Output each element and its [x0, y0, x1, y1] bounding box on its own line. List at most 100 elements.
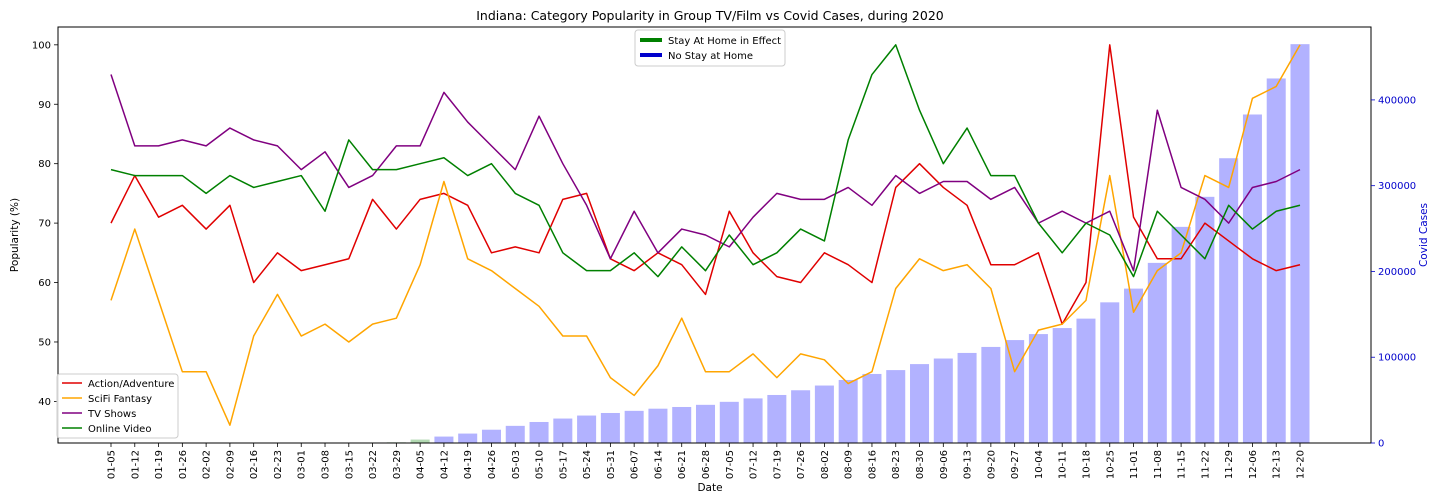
covid-bar	[981, 346, 1001, 443]
x-tick-label: 12-20	[1296, 450, 1307, 479]
x-tick-label: 09-20	[986, 450, 997, 479]
x-tick-label: 03-08	[321, 450, 332, 479]
x-tick-label: 11-22	[1200, 450, 1211, 479]
x-tick-label: 10-04	[1034, 450, 1045, 479]
x-tick-label: 09-06	[939, 450, 950, 479]
y2-tick-label: 300000	[1378, 181, 1416, 192]
x-axis-label: Date	[697, 482, 722, 494]
x-tick-label: 08-16	[867, 450, 878, 479]
covid-bar	[1290, 44, 1310, 444]
x-tick-label: 09-13	[963, 450, 974, 479]
covid-bar	[1147, 262, 1167, 443]
covid-bar	[553, 418, 573, 443]
x-tick-label: 02-09	[225, 450, 236, 479]
covid-bar	[814, 385, 834, 443]
x-tick-label: 01-19	[154, 450, 165, 479]
plot-frame	[57, 26, 1372, 444]
x-tick-label: 01-12	[130, 450, 141, 479]
covid-bar	[624, 410, 644, 443]
x-tick-label: 11-29	[1224, 450, 1235, 479]
series-line-tv-shows	[110, 74, 1301, 272]
x-tick-label: 02-23	[273, 450, 284, 479]
x-tick-label: 06-14	[653, 450, 664, 479]
covid-bar	[838, 379, 858, 443]
covid-bar	[529, 421, 549, 443]
series-line-scifi-fantasy	[110, 44, 1301, 426]
y2-axis-label: Covid Cases	[1418, 203, 1430, 267]
x-tick-label: 10-11	[1058, 450, 1069, 479]
legend-label-stay: Stay At Home in Effect	[668, 36, 781, 47]
covid-bar	[1171, 226, 1191, 443]
y-tick-label: 50	[38, 337, 51, 348]
legend-label-no-stay: No Stay at Home	[668, 51, 753, 62]
legend-label-online: Online Video	[88, 424, 151, 435]
y2-tick-label: 100000	[1378, 353, 1416, 364]
x-tick-label: 09-27	[1010, 450, 1021, 479]
covid-bar	[672, 406, 692, 443]
y-tick-label: 90	[38, 100, 51, 111]
y-axis-label: Popularity (%)	[9, 198, 21, 272]
x-tick-label: 07-26	[796, 450, 807, 479]
covid-bar	[743, 398, 763, 443]
y-tick-label: 70	[38, 219, 51, 230]
covid-bar	[577, 415, 597, 443]
y-tick-label: 80	[38, 159, 51, 170]
covid-bar	[933, 358, 953, 443]
covid-bar	[1242, 114, 1262, 444]
series-line-online-video	[110, 44, 1301, 278]
legend-label-action: Action/Adventure	[88, 379, 174, 390]
y-axis-right: 0 100000 200000 300000 400000	[1371, 95, 1416, 450]
covid-bar	[1124, 288, 1144, 443]
x-tick-label: 12-13	[1272, 450, 1283, 479]
y-tick-label: 40	[38, 397, 51, 408]
x-tick-label: 03-01	[297, 450, 308, 479]
legend-bars-box	[634, 29, 786, 67]
covid-bar	[1052, 328, 1072, 443]
covid-bar	[957, 352, 977, 443]
covid-bar	[1100, 302, 1120, 443]
x-tick-label: 06-28	[701, 450, 712, 479]
x-tick-label: 07-05	[725, 450, 736, 479]
covid-bar	[767, 394, 787, 443]
x-tick-label: 04-12	[439, 450, 450, 479]
y-tick-label: 100	[32, 40, 51, 51]
covid-bar	[1266, 78, 1286, 444]
x-tick-label: 11-01	[1129, 450, 1140, 479]
x-tick-label: 08-23	[891, 450, 902, 479]
covid-bar	[600, 412, 620, 443]
x-tick-label: 03-29	[392, 450, 403, 479]
x-tick-label: 03-22	[368, 450, 379, 479]
covid-bar	[410, 439, 430, 443]
x-tick-label: 05-03	[511, 450, 522, 479]
x-tick-label: 04-26	[487, 450, 498, 479]
x-tick-label: 05-10	[535, 450, 546, 479]
legend-label-tvshows: TV Shows	[87, 409, 136, 420]
x-tick-label: 04-19	[463, 450, 474, 479]
covid-bar	[886, 370, 906, 443]
x-tick-label: 11-08	[1153, 450, 1164, 479]
x-tick-label: 05-31	[606, 450, 617, 479]
x-tick-label: 08-30	[915, 450, 926, 479]
x-tick-label: 11-15	[1177, 450, 1188, 479]
x-tick-label: 05-17	[558, 450, 569, 479]
covid-bar	[1028, 334, 1048, 443]
x-tick-label: 07-19	[772, 450, 783, 479]
x-tick-label: 02-02	[202, 450, 213, 479]
covid-bar	[1219, 158, 1239, 444]
x-tick-label: 10-18	[1081, 450, 1092, 479]
covid-bar	[505, 425, 525, 443]
x-tick-label: 06-21	[677, 450, 688, 479]
x-tick-label: 08-09	[844, 450, 855, 479]
x-tick-label: 07-12	[749, 450, 760, 479]
y2-tick-label: 0	[1378, 439, 1384, 450]
x-tick-label: 02-16	[249, 450, 260, 479]
covid-bar	[695, 404, 716, 443]
x-tick-label: 06-07	[630, 450, 641, 479]
covid-bar	[481, 429, 501, 443]
covid-bar	[1195, 196, 1215, 443]
covid-bar	[1076, 318, 1096, 443]
covid-bars	[386, 44, 1310, 444]
x-tick-label: 12-06	[1248, 450, 1259, 479]
series-lines	[110, 44, 1301, 426]
y-axis-left: 40 50 60 70 80 90 100	[32, 40, 58, 408]
